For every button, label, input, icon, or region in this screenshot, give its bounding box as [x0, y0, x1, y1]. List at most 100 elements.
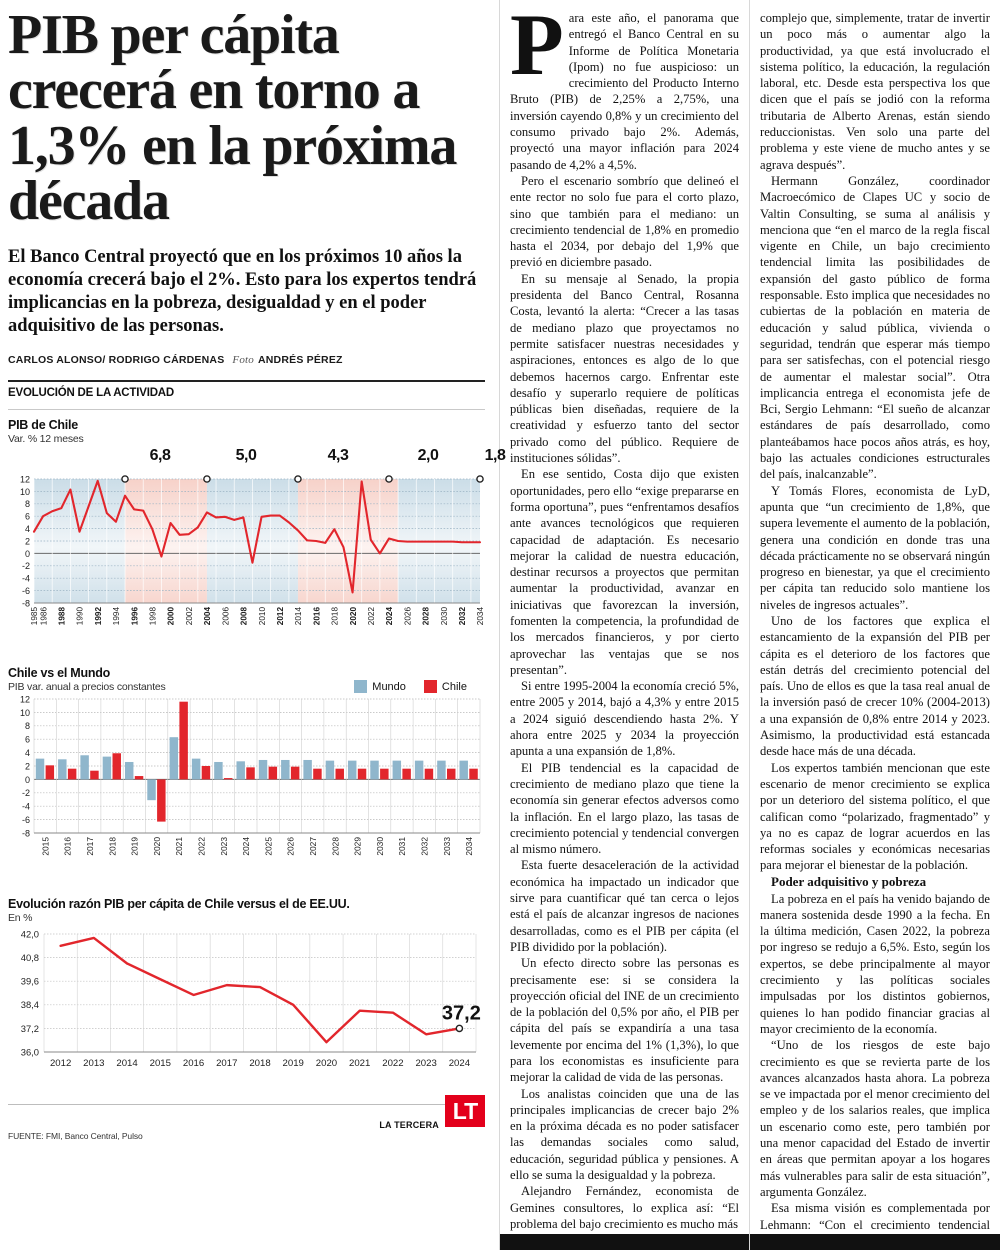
legend-swatch-chile	[423, 680, 437, 694]
chart1-xtick: 2014	[294, 607, 303, 626]
chart1-ytick: 2	[25, 537, 30, 547]
chart3-subtitle: En %	[8, 911, 33, 924]
body-subheading: Poder adquisitivo y pobreza	[771, 873, 927, 889]
chart1-annotation-1: 5,0	[235, 447, 257, 465]
chart2-xtick: 2033	[442, 837, 452, 856]
chart2-xtick-group: 2025	[263, 837, 273, 856]
chart2-ytick: -8	[22, 829, 30, 839]
chart2-ytick: 6	[25, 735, 30, 745]
chart2-xtick: 2018	[107, 837, 117, 856]
infographic: EVOLUCIÓN DE LA ACTIVIDAD PIB de Chile V…	[8, 380, 506, 1141]
chart1-xtick-group: 2012	[276, 607, 285, 626]
chart1-xtick-group: 1986	[39, 607, 48, 626]
chart2-xtick-group: 2016	[63, 837, 73, 856]
chart1-xtick-group: 2000	[167, 607, 176, 626]
chart2-bar	[58, 759, 67, 780]
chart1-xtick-group: 1998	[149, 607, 158, 626]
chart1-xtick-group: 2008	[240, 607, 249, 626]
chart2-xtick: 2024	[241, 837, 251, 856]
chart2-ytick: 2	[25, 762, 30, 772]
chart2-xtick-group: 2018	[107, 837, 117, 856]
chart2-bar	[370, 760, 379, 780]
chart2-ytick: 10	[20, 708, 30, 718]
chart2-xtick: 2030	[375, 837, 385, 856]
chart1-xtick-group: 2034	[476, 607, 485, 626]
column-bottom-mask-right	[750, 1234, 1000, 1250]
chart2-bar	[224, 778, 233, 780]
chart1-annotation-2: 4,3	[327, 447, 349, 465]
chart1-subtitle: Var. % 12 meses	[8, 432, 84, 445]
chart2-bar	[392, 760, 402, 780]
chart2-bar	[347, 760, 357, 780]
chart2-bar	[290, 766, 300, 780]
chart2-xtick-group: 2017	[85, 837, 95, 856]
chart2-bar	[236, 761, 245, 780]
chart2-xtick-group: 2026	[286, 837, 296, 856]
chart2-ytick: -6	[22, 815, 30, 825]
chart1-xtick-group: 2026	[403, 607, 412, 626]
chart3-xtick: 2019	[283, 1058, 304, 1069]
chart1-ytick: 0	[25, 549, 30, 559]
chart3-xtick: 2017	[216, 1058, 237, 1069]
chart2-xtick-group: 2019	[130, 837, 140, 856]
chart2-bar	[169, 737, 179, 780]
page-title: PIB per cápita crecerá en torno a 1,3% e…	[8, 4, 457, 233]
legend-swatch-mundo	[354, 680, 368, 694]
chart1-annotation-3: 2,0	[417, 447, 439, 465]
chart2-bar	[214, 762, 223, 780]
chart1-ytick: 10	[20, 487, 30, 497]
brand: LA TERCERA LT	[379, 1095, 485, 1141]
infographic-kicker: EVOLUCIÓN DE LA ACTIVIDAD	[8, 387, 175, 400]
byline: CARLOS ALONSO/ RODRIGO CÁRDENAS Foto ANDRÉ…	[8, 354, 485, 366]
source-divider	[8, 1104, 485, 1106]
legend-label-chile: Chile	[441, 680, 467, 693]
chart1-xtick: 2006	[221, 607, 230, 626]
chart1-xtick: 2004	[203, 607, 212, 626]
legend-item-mundo: Mundo	[354, 680, 406, 694]
chart1-annotation-4: 1,8	[484, 447, 506, 465]
chart2-bar	[45, 765, 55, 780]
body-paragraph: Hermann González, coordinador Macroecómi…	[760, 173, 990, 482]
body-paragraph: Esta fuerte desaceleración de la activid…	[510, 858, 739, 954]
body-paragraph: Los analistas coinciden que una de las p…	[510, 1086, 739, 1183]
chart1-annotation-marker	[203, 475, 211, 484]
chart3-xtick: 2020	[316, 1058, 337, 1069]
chart2-xtick-group: 2020	[152, 837, 162, 856]
chart2-xtick-group: 2015	[40, 837, 50, 856]
chart2-bar	[179, 701, 188, 780]
chart1-ytick: 12	[20, 475, 30, 485]
chart1-xtick-group: 1994	[112, 607, 121, 626]
chart2-title: Chile vs el Mundo	[8, 666, 111, 681]
body-paragraph: Un efecto directo sobre las personas es …	[510, 956, 739, 1085]
chart1-xtick: 1986	[39, 607, 48, 626]
chart3-xtick: 2015	[150, 1058, 171, 1069]
chart3-xtick: 2014	[116, 1058, 138, 1069]
chart2-bar	[258, 760, 268, 780]
chart2-svg: 12 10 8 6 4 2 0 -2 -4 -6 -8 2015 2016 2017 2018 2019 202…	[20, 695, 481, 856]
chart1-xtick: 1990	[76, 607, 85, 626]
chart3-title: Evolución razón PIB per cápita de Chile …	[8, 897, 350, 912]
chart2-bar	[357, 768, 367, 780]
chart1-annotations: 6,8 5,0 4,3 2,0 1,8	[8, 447, 506, 473]
chart2-bar	[380, 768, 389, 780]
chart1-xtick-group: 2022	[367, 607, 376, 626]
infographic-divider	[8, 409, 485, 411]
chart2-xtick: 2029	[353, 837, 363, 856]
body-paragraph: “Uno de los riesgos de este bajo crecimi…	[760, 1038, 990, 1199]
chart1-xtick-group: 2028	[422, 607, 431, 626]
chart3-xtick: 2018	[249, 1058, 270, 1069]
chart2-xtick-group: 2028	[330, 837, 340, 856]
body-paragraph: Los expertos también mencionan que este …	[760, 760, 990, 873]
chart1-xtick: 2018	[331, 607, 340, 626]
body-paragraph: Alejandro Fernández, economista de Gemin…	[510, 1184, 739, 1231]
chart2-subtitle: PIB var. anual a precios constantes	[8, 680, 166, 693]
chart1-xtick-group: 2004	[203, 607, 212, 626]
chart2-bar	[191, 758, 201, 780]
chart3-ytick: 37,2	[21, 1023, 39, 1034]
legend-label-mundo: Mundo	[372, 680, 406, 693]
chart1-ytick: -6	[22, 586, 30, 596]
chart1-xtick-group: 2014	[294, 607, 303, 626]
body-paragraph: Si entre 1995-2004 la economía creció 5%…	[510, 679, 739, 759]
body-paragraph: Uno de los factores que explica el estan…	[760, 613, 990, 759]
